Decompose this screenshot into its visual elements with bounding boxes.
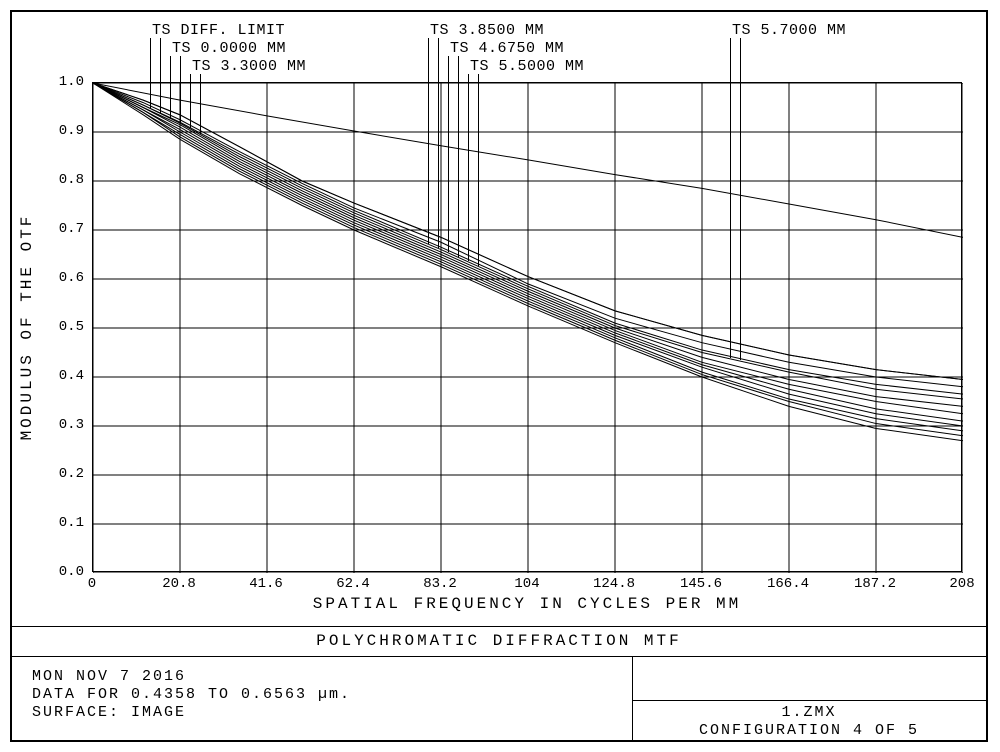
chart-subtitle: POLYCHROMATIC DIFFRACTION MTF	[12, 632, 986, 650]
info-data-range: DATA FOR 0.4358 TO 0.6563 µm.	[32, 686, 351, 703]
xtick: 20.8	[162, 576, 196, 592]
xtick: 0	[88, 576, 96, 592]
ytick: 0.6	[34, 270, 84, 286]
ytick: 0.7	[34, 221, 84, 237]
legend-label: TS DIFF. LIMIT	[152, 22, 285, 39]
info-surface: SURFACE: IMAGE	[32, 704, 186, 721]
xtick: 145.6	[680, 576, 722, 592]
mtf-plot	[92, 82, 962, 572]
divider-top	[12, 626, 986, 627]
divider-right-mid	[632, 700, 986, 701]
config-file: 1.ZMX	[642, 704, 976, 721]
info-date: MON NOV 7 2016	[32, 668, 186, 685]
ytick: 0.0	[34, 564, 84, 580]
xtick: 41.6	[249, 576, 283, 592]
xtick: 62.4	[336, 576, 370, 592]
ytick: 0.1	[34, 515, 84, 531]
xtick: 83.2	[423, 576, 457, 592]
xtick: 208	[949, 576, 974, 592]
ytick: 1.0	[34, 74, 84, 90]
legend-label: TS 3.8500 MM	[430, 22, 544, 39]
config-label: CONFIGURATION 4 OF 5	[642, 722, 976, 739]
xtick: 166.4	[767, 576, 809, 592]
ytick: 0.5	[34, 319, 84, 335]
plot-svg	[93, 83, 963, 573]
ytick: 0.8	[34, 172, 84, 188]
legend-label: TS 3.3000 MM	[192, 58, 306, 75]
xtick: 187.2	[854, 576, 896, 592]
legend-label: TS 5.7000 MM	[732, 22, 846, 39]
ytick: 0.3	[34, 417, 84, 433]
legend-label: TS 4.6750 MM	[450, 40, 564, 57]
ytick: 0.9	[34, 123, 84, 139]
divider-bottom	[12, 656, 986, 657]
xtick: 124.8	[593, 576, 635, 592]
ytick: 0.4	[34, 368, 84, 384]
divider-vertical	[632, 656, 633, 742]
legend-label: TS 0.0000 MM	[172, 40, 286, 57]
legend-label: TS 5.5000 MM	[470, 58, 584, 75]
ytick: 0.2	[34, 466, 84, 482]
xtick: 104	[514, 576, 539, 592]
outer-frame: TS DIFF. LIMITTS 0.0000 MMTS 3.3000 MM TS…	[10, 10, 988, 742]
x-axis-label: SPATIAL FREQUENCY IN CYCLES PER MM	[313, 595, 741, 613]
